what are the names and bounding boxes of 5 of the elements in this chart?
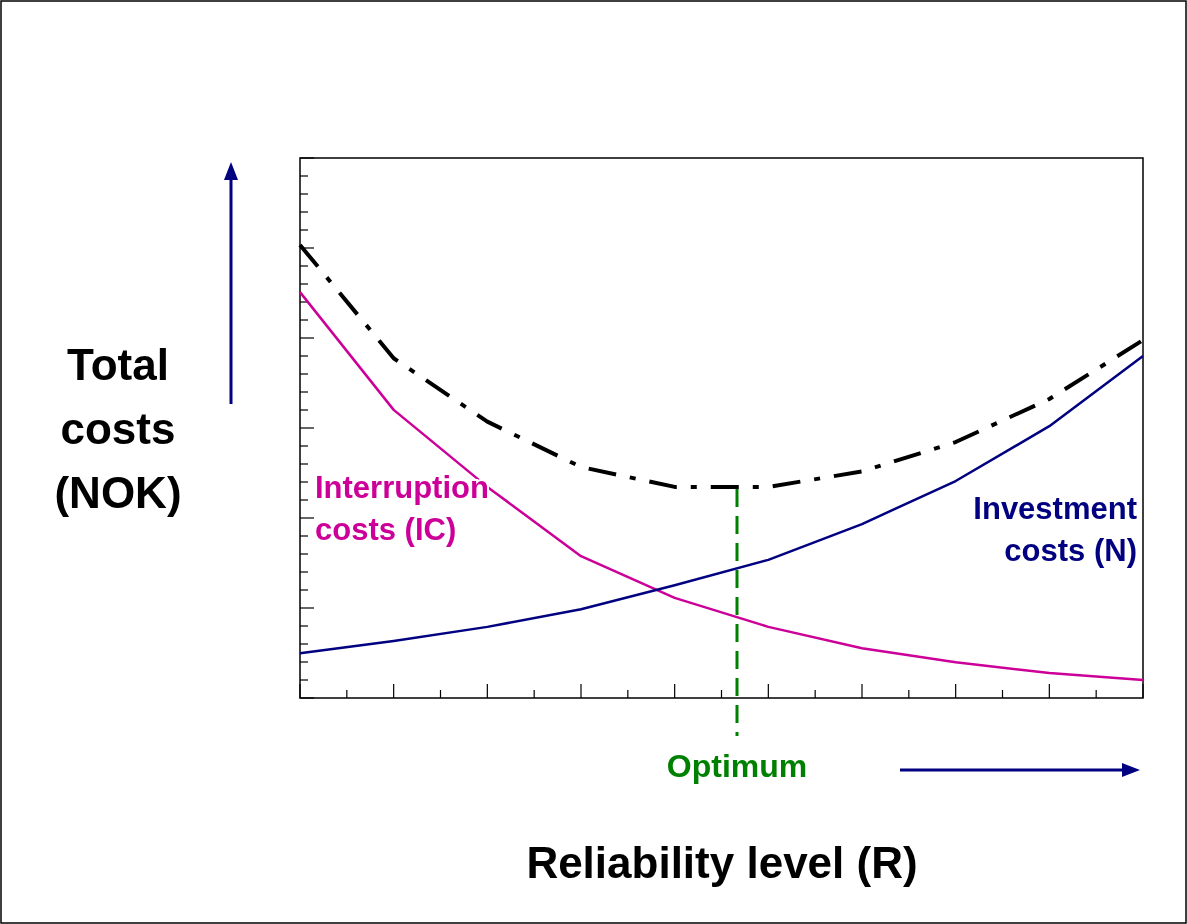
y-axis-title: Total costs (NOK) [54,340,182,517]
x-axis-title: Reliability level (R) [526,838,918,887]
series-label: Interruption costs (IC) [315,470,489,547]
text: Optimum [666,748,808,784]
series-label: Investment costs (N) [973,491,1137,568]
